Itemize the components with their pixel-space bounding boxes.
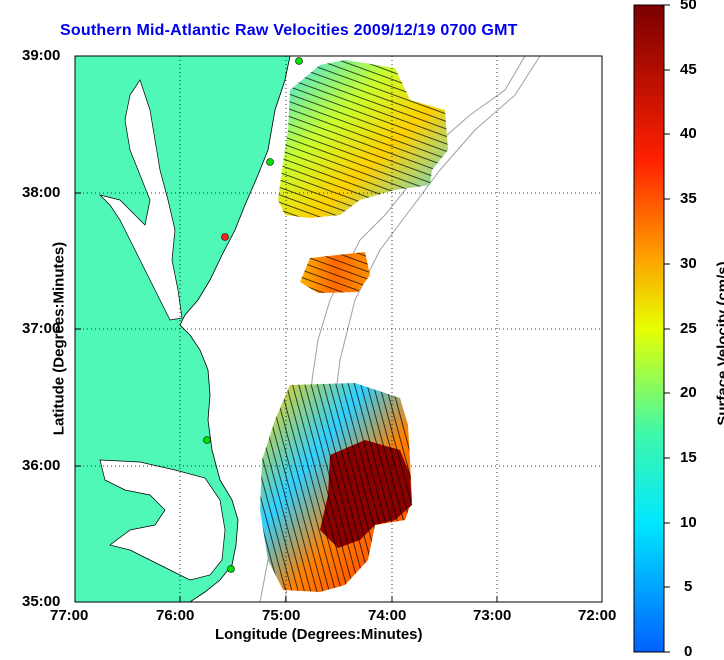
x-tick-label: 77:00 [50,607,88,624]
colorbar-tick-label: 40 [680,125,697,142]
x-axis-label: Longitude (Degrees:Minutes) [215,626,423,643]
station-marker[interactable] [204,437,211,444]
colorbar-tick-label: 45 [680,61,697,78]
colorbar-tick-label: 25 [680,320,697,337]
x-tick-label: 76:00 [156,607,194,624]
station-marker[interactable] [222,234,229,241]
station-marker[interactable] [228,566,235,573]
colorbar-tick-label: 20 [680,384,697,401]
colorbar [634,5,664,652]
colorbar-tick-label: 35 [680,190,697,207]
x-tick-label: 72:00 [578,607,616,624]
colorbar-label: Surface Velocity (cm/s) [715,219,724,469]
station-marker[interactable] [296,58,303,65]
y-tick-label: 36:00 [22,457,60,474]
x-tick-label: 73:00 [473,607,511,624]
colorbar-tick-label: 15 [680,449,697,466]
y-tick-label: 38:00 [22,184,60,201]
x-tick-label: 74:00 [368,607,406,624]
station-marker[interactable] [267,159,274,166]
colorbar-ticks [664,5,670,652]
colorbar-tick-label: 0 [684,643,692,660]
y-tick-label: 39:00 [22,47,60,64]
colorbar-tick-label: 10 [680,514,697,531]
colorbar-tick-label: 5 [684,578,692,595]
chart-title: Southern Mid-Atlantic Raw Velocities 200… [60,22,518,40]
colorbar-tick-label: 50 [680,0,697,13]
colorbar-tick-label: 30 [680,255,697,272]
x-tick-label: 75:00 [262,607,300,624]
velocity-field-middle [300,252,370,293]
y-axis-label: Latitude (Degrees:Minutes) [51,224,68,454]
